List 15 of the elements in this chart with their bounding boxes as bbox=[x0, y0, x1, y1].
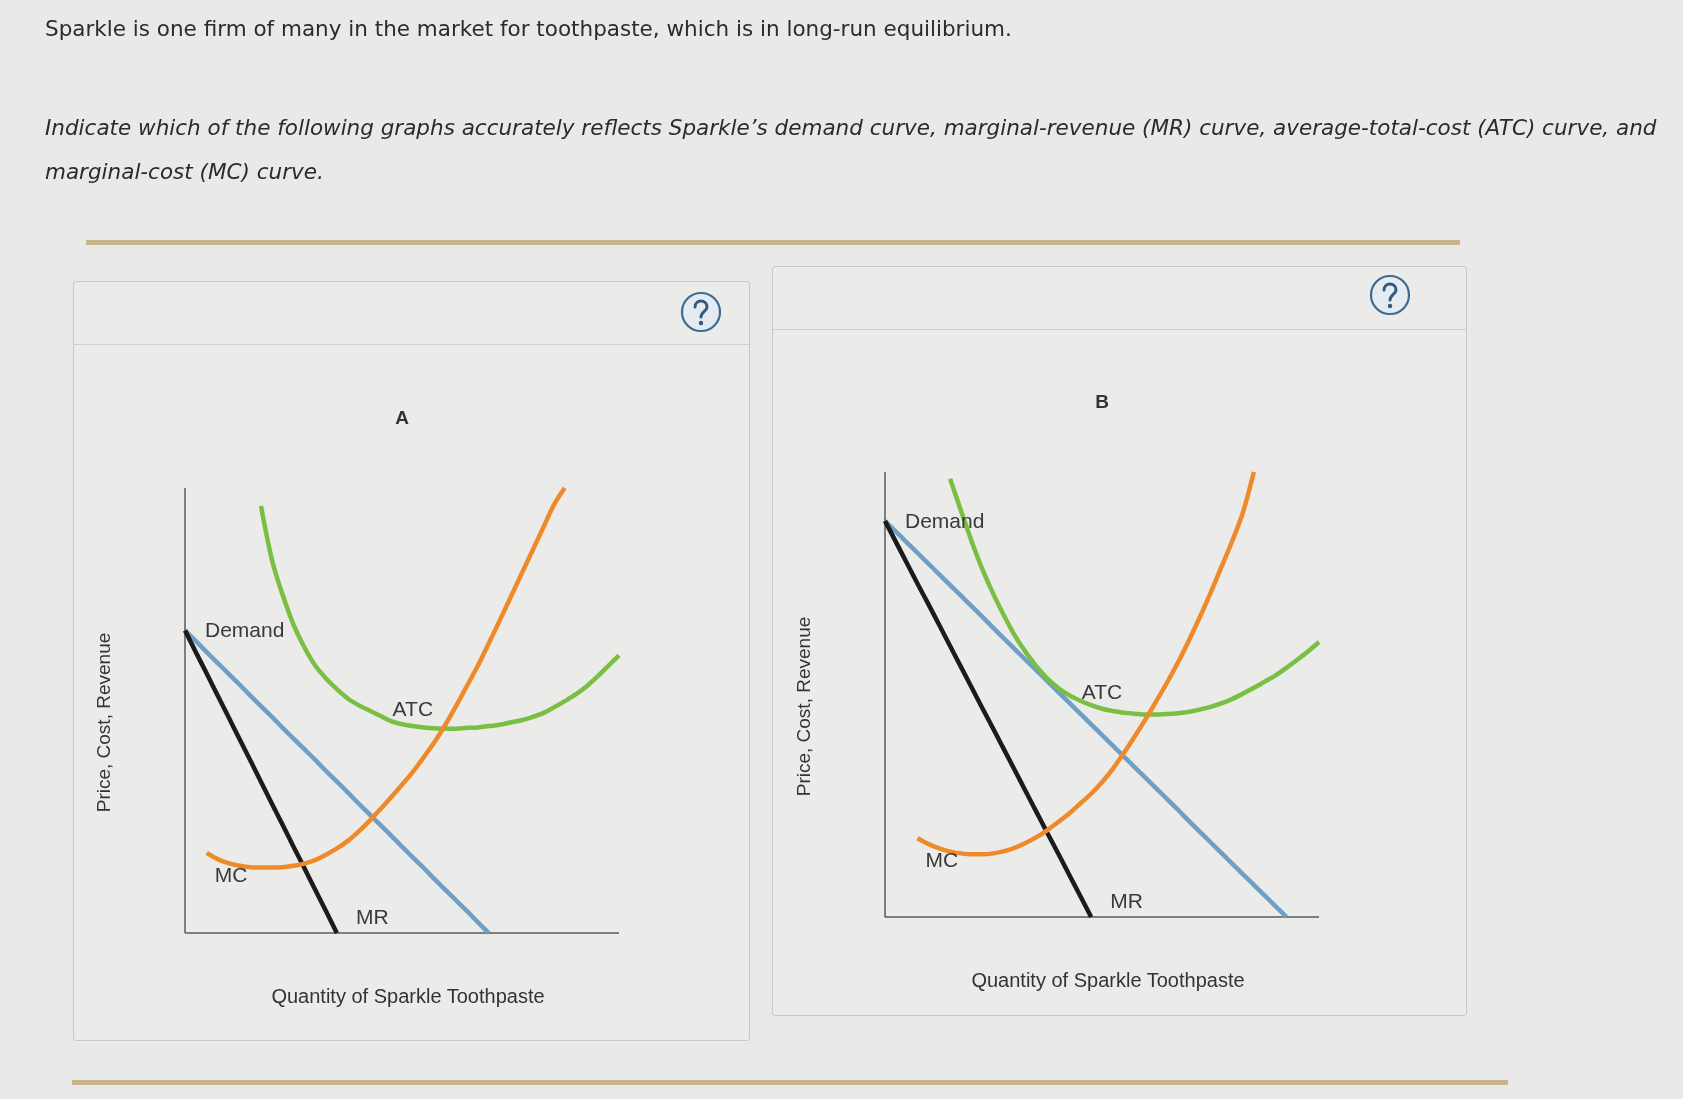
series-label: ATC bbox=[1081, 679, 1123, 703]
y-axis-title: Price, Cost, Revenue bbox=[793, 616, 815, 797]
series-label: MR bbox=[1110, 889, 1143, 912]
series-label: MR bbox=[355, 905, 389, 928]
series-label: ATC bbox=[392, 697, 434, 721]
series-label: Demand bbox=[205, 618, 285, 642]
series-label: MC bbox=[214, 862, 248, 886]
text: Indicate which of the following graphs accurately reflects Sparkle’s demand curve, marginal-revenue (MR) curve, average-total-cost (ATC) curve, and marginal-cost (MC) curve. bbox=[45, 114, 1658, 186]
series-label: MC bbox=[925, 848, 959, 872]
text: Sparkle is one firm of many in the market for toothpaste, which is in long-run equilibrium. bbox=[45, 15, 1013, 43]
x-axis-title: Quantity of Sparkle Toothpaste bbox=[971, 969, 1245, 991]
chart-title: A bbox=[395, 407, 410, 428]
chart-title: B bbox=[1095, 391, 1109, 412]
x-axis-title: Quantity of Sparkle Toothpaste bbox=[271, 985, 545, 1007]
y-axis-title: Price, Cost, Revenue bbox=[93, 632, 115, 813]
